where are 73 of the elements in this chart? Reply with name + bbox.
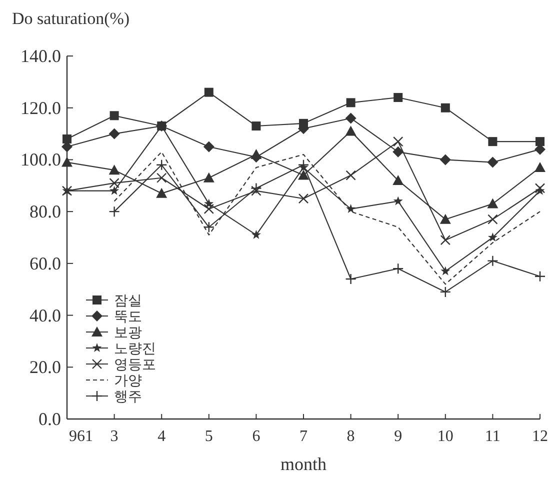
x-tick-label: 6 xyxy=(252,428,260,445)
point xyxy=(251,186,262,196)
x-tick-label: 7 xyxy=(300,428,308,445)
point xyxy=(110,186,120,195)
point xyxy=(393,136,404,147)
y-tick-label: 120.0 xyxy=(20,98,61,118)
point xyxy=(62,134,72,144)
point xyxy=(440,103,450,112)
point xyxy=(110,111,119,120)
x-tick-label: 5 xyxy=(204,428,213,445)
point xyxy=(251,230,261,239)
point xyxy=(156,172,167,183)
point xyxy=(440,266,450,276)
point xyxy=(345,112,356,124)
y-tick-label: 140.0 xyxy=(20,46,61,66)
legend-label: 가양 xyxy=(114,372,142,388)
point xyxy=(252,122,261,131)
y-tick-label: 80.0 xyxy=(30,202,61,222)
point xyxy=(346,274,356,284)
point xyxy=(203,141,214,152)
point xyxy=(440,234,450,246)
point xyxy=(393,196,403,206)
point xyxy=(392,146,404,158)
point xyxy=(487,156,498,168)
x-tick-label: 12 xyxy=(532,428,548,445)
legend-label: 노량진 xyxy=(114,340,156,356)
y-tick-label: 0.0 xyxy=(38,409,61,429)
point xyxy=(204,198,214,208)
point xyxy=(109,206,120,217)
x-axis-title: month xyxy=(280,454,327,474)
point xyxy=(534,183,546,194)
x-tick-label: 4 xyxy=(158,428,166,445)
point xyxy=(346,170,356,180)
point xyxy=(534,162,546,172)
x-tick-label: 3 xyxy=(110,428,118,445)
point xyxy=(440,214,451,224)
point xyxy=(440,154,451,166)
x-tick-label: 8 xyxy=(346,428,355,445)
point xyxy=(204,204,214,214)
point xyxy=(394,92,403,102)
y-tick-label: 20.0 xyxy=(30,357,61,378)
x-tick-label: 11 xyxy=(484,428,500,445)
y-tick-label: 60.0 xyxy=(30,253,61,274)
y-axis-title: Do saturation(%) xyxy=(12,9,130,28)
x-tick-label: 9 xyxy=(394,428,402,445)
point xyxy=(298,170,309,180)
point xyxy=(250,149,262,160)
point xyxy=(204,88,214,97)
x-tick-label: 961 xyxy=(69,428,93,445)
point xyxy=(346,98,356,108)
point xyxy=(203,172,214,182)
y-tick-label: 100.0 xyxy=(20,150,61,170)
point xyxy=(109,178,120,188)
point xyxy=(488,137,498,146)
legend-label: 행주 xyxy=(114,388,142,404)
x-tick-label: 10 xyxy=(437,428,454,445)
point xyxy=(536,137,544,146)
legend-label: 잠실 xyxy=(114,292,142,308)
point xyxy=(298,194,309,204)
point xyxy=(156,188,168,198)
legend-label: 보광 xyxy=(114,324,142,340)
point xyxy=(487,198,498,208)
legend-label: 뚝도 xyxy=(114,308,142,324)
y-tick-label: 40.0 xyxy=(30,305,61,326)
legend-label: 영등포 xyxy=(114,356,156,372)
point xyxy=(488,256,498,266)
point xyxy=(488,232,498,242)
point xyxy=(251,183,262,194)
point xyxy=(488,214,498,224)
point xyxy=(392,174,404,185)
point xyxy=(108,164,120,175)
point xyxy=(108,128,120,140)
point xyxy=(345,126,356,136)
